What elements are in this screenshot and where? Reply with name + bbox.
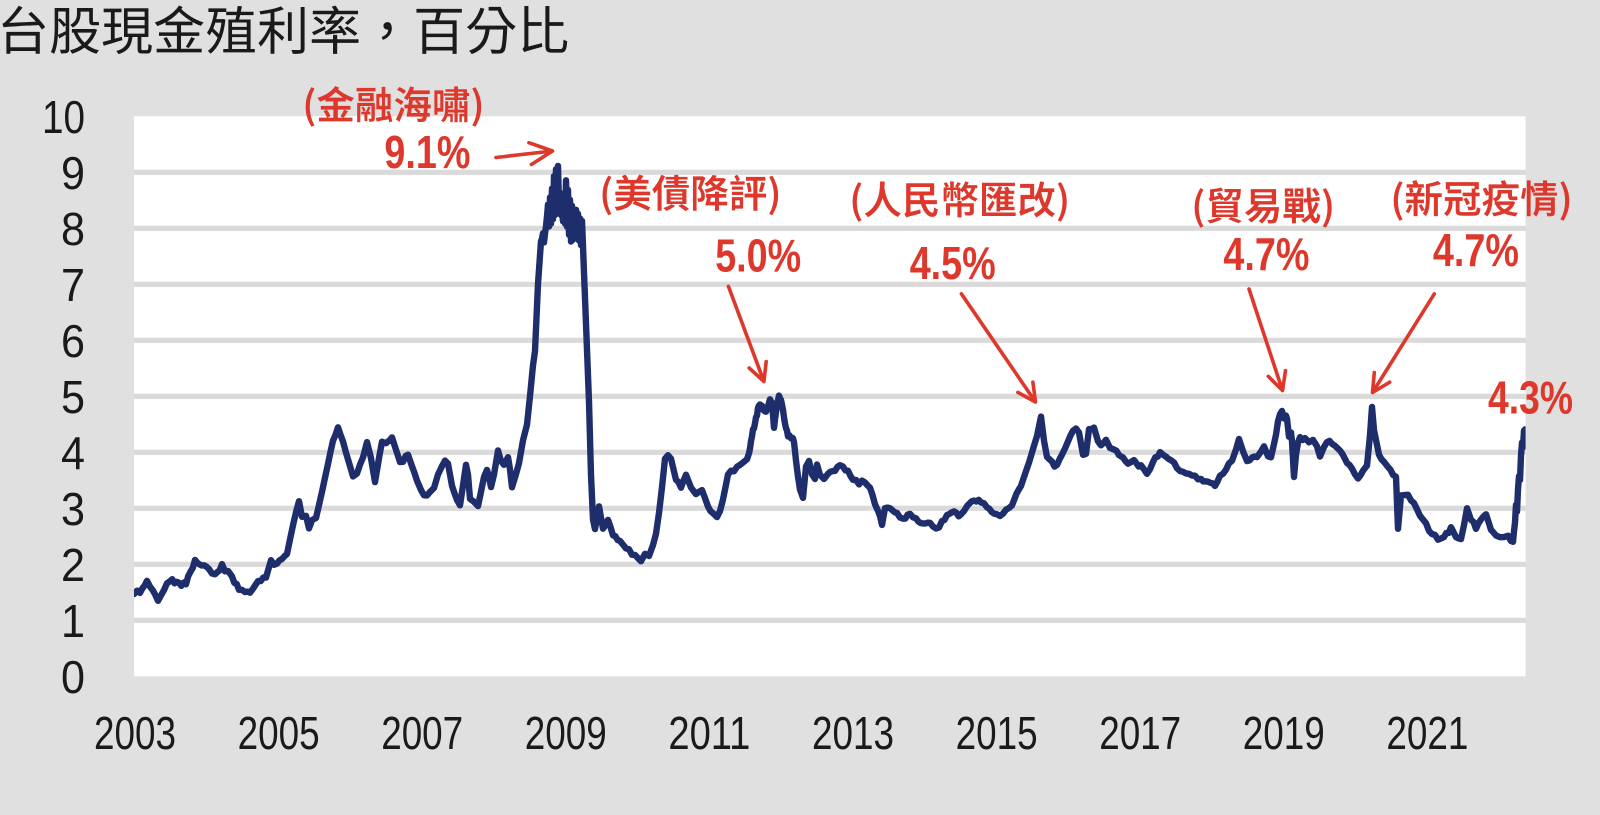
svg-text:4: 4 <box>61 427 85 479</box>
svg-text:10: 10 <box>42 91 85 143</box>
svg-text:0: 0 <box>61 651 85 703</box>
svg-text:8: 8 <box>61 203 85 255</box>
svg-text:2011: 2011 <box>668 707 750 759</box>
svg-text:2009: 2009 <box>525 707 607 759</box>
svg-text:4.5%: 4.5% <box>910 237 996 289</box>
svg-text:2: 2 <box>61 539 85 591</box>
svg-text:6: 6 <box>61 315 85 367</box>
svg-text:5: 5 <box>61 371 85 423</box>
svg-text:9: 9 <box>61 147 85 199</box>
svg-text:7: 7 <box>61 259 85 311</box>
svg-text:2007: 2007 <box>381 707 463 759</box>
svg-text:4.3%: 4.3% <box>1488 371 1573 423</box>
svg-text:4.7%: 4.7% <box>1433 224 1519 276</box>
svg-text:5.0%: 5.0% <box>715 230 801 282</box>
svg-text:1: 1 <box>61 595 85 647</box>
svg-text:2003: 2003 <box>94 707 176 759</box>
svg-text:4.7%: 4.7% <box>1223 228 1309 280</box>
svg-text:2019: 2019 <box>1243 707 1325 759</box>
svg-text:9.1%: 9.1% <box>384 126 470 178</box>
svg-text:2013: 2013 <box>812 707 894 759</box>
svg-text:2017: 2017 <box>1099 707 1181 759</box>
svg-text:2021: 2021 <box>1386 707 1468 759</box>
svg-text:3: 3 <box>61 483 85 535</box>
svg-text:2005: 2005 <box>238 707 320 759</box>
svg-text:2015: 2015 <box>956 707 1038 759</box>
